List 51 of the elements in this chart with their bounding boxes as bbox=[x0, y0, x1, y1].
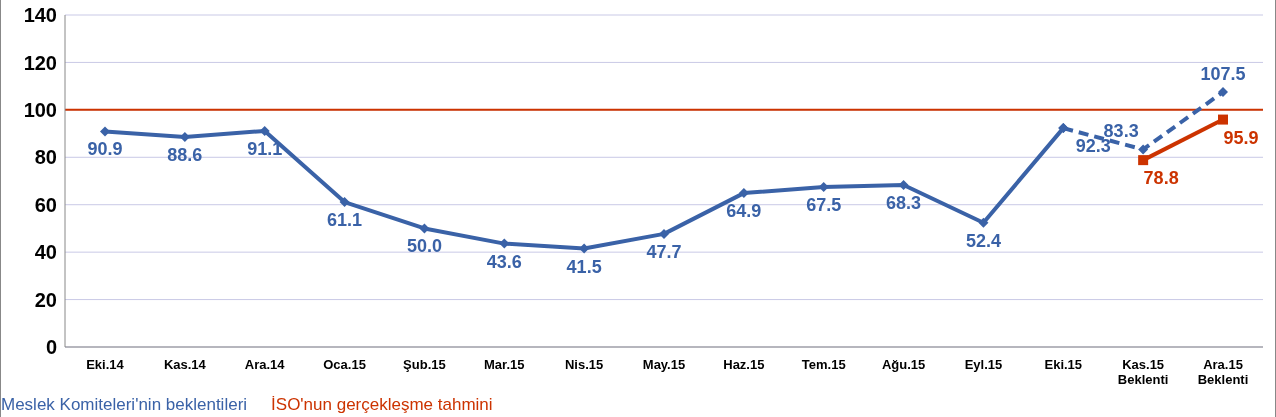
point bbox=[1218, 114, 1228, 125]
data-label: 91.1 bbox=[247, 138, 283, 159]
x-tick-label: Ağu.15 bbox=[881, 357, 926, 372]
y-tick-label: 120 bbox=[23, 51, 57, 74]
x-tick-label: Nis.15 bbox=[564, 357, 604, 372]
y-tick-label: 140 bbox=[23, 4, 57, 27]
data-label: 78.8 bbox=[1143, 168, 1179, 189]
x-tick-label: May.15 bbox=[642, 357, 686, 372]
data-label: 64.9 bbox=[726, 201, 762, 222]
point bbox=[419, 223, 430, 234]
data-label: 95.9 bbox=[1223, 127, 1259, 148]
data-label: 90.9 bbox=[87, 139, 123, 160]
data-label: 107.5 bbox=[1200, 64, 1246, 85]
data-label: 52.4 bbox=[965, 230, 1001, 251]
x-tick-label: Oca.15 bbox=[323, 357, 366, 372]
point bbox=[1218, 87, 1228, 98]
y-tick-label: 60 bbox=[34, 193, 57, 216]
text: İSO'nun gerçekleşme tahmini bbox=[271, 395, 493, 415]
point bbox=[100, 126, 110, 137]
point bbox=[579, 243, 590, 254]
point bbox=[1138, 155, 1149, 166]
text: Meslek Komiteleri'nin beklentileri bbox=[1, 395, 248, 415]
data-label: 88.6 bbox=[167, 144, 203, 165]
x-tick-label: Ara.15 Beklenti bbox=[1197, 357, 1249, 387]
x-tick-label: Kas.14 bbox=[163, 357, 207, 372]
data-label: 67.5 bbox=[806, 194, 842, 215]
data-label: 47.7 bbox=[646, 241, 682, 262]
y-tick-label: 40 bbox=[34, 241, 57, 264]
point bbox=[978, 217, 989, 228]
y-tick-label: 0 bbox=[45, 336, 57, 359]
point bbox=[738, 188, 749, 199]
x-tick-label: Tem.15 bbox=[801, 357, 846, 372]
x-tick-label: Haz.15 bbox=[723, 357, 765, 372]
x-tick-label: Eki.15 bbox=[1044, 357, 1083, 372]
y-tick-label: 100 bbox=[23, 98, 57, 121]
data-label: 43.6 bbox=[486, 251, 522, 272]
x-tick-label: Eyl.15 bbox=[964, 357, 1003, 372]
data-label: 50.0 bbox=[406, 236, 442, 257]
data-label: 68.3 bbox=[886, 193, 922, 214]
point bbox=[1138, 144, 1149, 155]
x-tick-label: Şub.15 bbox=[403, 357, 446, 372]
data-label: 41.5 bbox=[566, 256, 602, 277]
y-tick-label: 20 bbox=[34, 288, 57, 311]
y-tick-label: 80 bbox=[34, 146, 57, 169]
point bbox=[339, 197, 350, 208]
x-tick-label: Kas.15 Beklenti bbox=[1117, 357, 1169, 387]
point bbox=[659, 228, 669, 239]
data-label: 61.1 bbox=[327, 210, 363, 231]
x-tick-label: Ara.14 bbox=[244, 357, 286, 372]
x-tick-label: Mar.15 bbox=[484, 357, 525, 372]
x-tick-label: Eki.14 bbox=[86, 357, 125, 372]
